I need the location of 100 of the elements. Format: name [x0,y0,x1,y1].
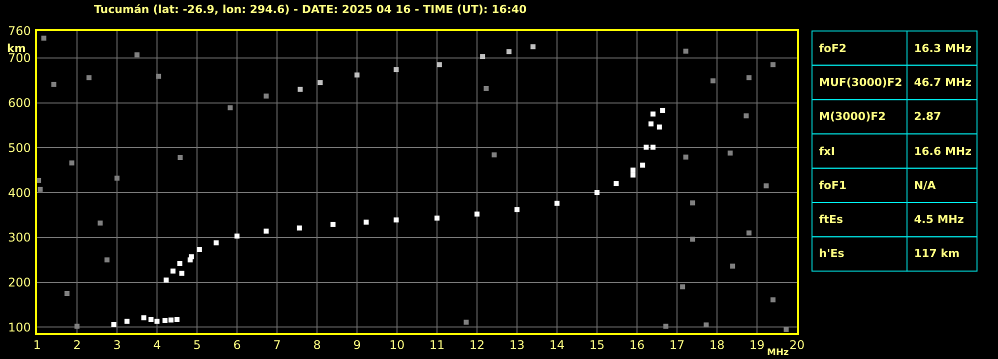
x-tick-label: 9 [353,338,361,352]
point [228,105,233,110]
y-tick-label: 400 [8,186,31,200]
point [41,36,46,41]
point [214,240,219,246]
text: 117 km [914,247,960,260]
point [630,168,636,173]
x-tick-label: 15 [589,338,605,352]
point [156,74,162,79]
point [364,220,369,225]
point [663,324,668,329]
point [134,52,140,58]
x-tick-label: 13 [509,338,525,352]
point [170,268,176,274]
point [98,220,103,226]
point [683,48,688,54]
text: fxI [819,145,835,158]
point [464,320,469,325]
point [530,44,536,50]
x-tick-label: 7 [273,338,281,352]
text: MUF(3000)F2 [819,76,902,89]
point [650,112,656,117]
point [296,226,302,230]
point [690,236,696,242]
point [64,291,70,296]
point [179,270,184,276]
x-tick-label: 18 [709,338,725,352]
point [196,247,202,252]
point [680,284,686,290]
point [480,54,486,60]
point [234,234,240,239]
x-tick-label: 10 [389,338,405,352]
point [683,154,688,160]
point [141,315,146,320]
point [660,108,666,113]
point [648,121,654,126]
point [656,124,662,130]
point [474,212,480,217]
point [506,49,512,54]
x-tick-label: 11 [429,338,445,352]
y-tick-label: 700 [8,51,31,66]
x-tick-label: 14 [549,338,565,352]
point [188,257,193,262]
x-tick-label: 3 [113,338,121,352]
point [124,318,130,324]
point [330,222,336,227]
point [746,230,752,236]
point [434,216,440,221]
point [554,200,560,206]
text: foF2 [819,42,847,55]
x-axis-title: MHz [767,348,789,358]
text: 16.6 MHz [914,145,972,158]
point [650,144,656,150]
text: h'Es [819,247,845,260]
point [148,317,154,322]
x-tick-label: 2 [73,338,81,352]
x-tick-label: 16 [629,338,645,352]
point [168,317,174,322]
point [164,278,169,283]
chart-title: Tucumán (lat: -26.9, lon: 294.6) - DATE: 2025 04 16 - TIME (UT): 16:40 [94,3,527,16]
point [630,172,636,178]
x-tick-label: 19 [749,338,765,352]
text: foF1 [819,179,847,192]
point [770,62,776,68]
point [784,326,789,332]
point [37,178,42,183]
y-tick-label: 200 [8,275,31,290]
point [174,317,180,322]
point [74,324,80,329]
point [764,183,769,188]
y-tick-label: 500 [8,140,31,155]
point [492,152,497,158]
point [594,190,600,196]
point [436,62,442,68]
y-tick-label: 600 [8,96,31,110]
point [644,144,649,150]
x-tick-label: 4 [153,338,161,352]
point [690,200,696,206]
point [51,82,56,87]
x-tick-label: 1 [33,338,41,352]
y-tick-label: 300 [8,230,31,245]
point [394,67,399,72]
point [640,162,646,168]
point [154,318,160,324]
point [710,78,716,84]
text: M(3000)F2 [819,110,886,123]
x-tick-label: 5 [193,338,201,352]
point [178,155,183,160]
point [111,322,116,327]
point [770,297,776,302]
point [69,160,74,166]
point [177,260,182,266]
point [298,86,303,92]
point [746,75,752,80]
x-tick-label: 6 [233,338,241,352]
point [744,113,749,118]
point [614,181,619,186]
point [162,318,168,323]
point [354,72,360,78]
point [730,264,736,269]
